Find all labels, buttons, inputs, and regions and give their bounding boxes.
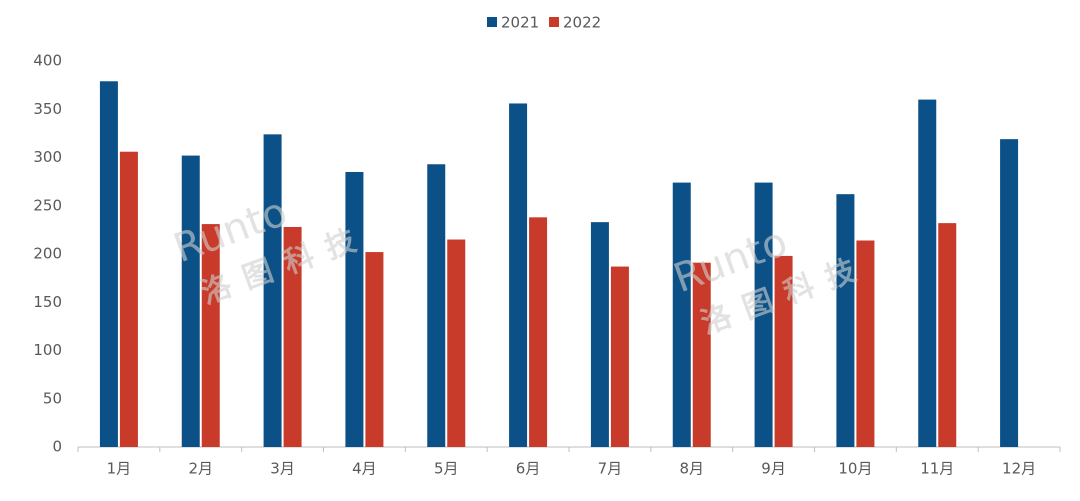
- bar: [1000, 139, 1019, 448]
- bar: [918, 99, 937, 447]
- y-tick-label: 150: [33, 293, 62, 311]
- bar: [345, 171, 364, 447]
- bar: [590, 222, 609, 447]
- y-tick-label: 100: [33, 341, 62, 359]
- bar: [856, 240, 875, 447]
- bar: [692, 262, 711, 447]
- x-tick-label: 2月: [188, 460, 213, 478]
- bar: [181, 155, 200, 447]
- y-tick-label: 200: [33, 245, 62, 263]
- bar: [283, 226, 302, 447]
- bar: [263, 134, 282, 447]
- bar: [754, 182, 773, 447]
- x-tick-label: 7月: [598, 460, 623, 478]
- legend-swatch: [549, 17, 559, 27]
- y-tick-label: 350: [33, 100, 62, 118]
- bar: [201, 224, 220, 447]
- x-tick-label: 4月: [352, 460, 377, 478]
- bar: [99, 81, 118, 447]
- y-tick-label: 250: [33, 196, 62, 214]
- x-tick-label: 3月: [270, 460, 295, 478]
- bar: [836, 194, 855, 447]
- y-tick-label: 0: [52, 438, 62, 456]
- x-tick-label: 6月: [516, 460, 541, 478]
- y-tick-label: 400: [33, 52, 62, 70]
- bar: [938, 223, 957, 447]
- y-tick-label: 50: [43, 389, 62, 407]
- legend-swatch: [487, 17, 497, 27]
- x-tick-label: 8月: [679, 460, 704, 478]
- bar: [529, 217, 548, 447]
- bar: [447, 239, 466, 447]
- y-tick-label: 300: [33, 148, 62, 166]
- bar: [427, 164, 446, 447]
- bar: [672, 182, 691, 447]
- x-tick-label: 11月: [920, 460, 954, 478]
- bar: [509, 103, 528, 448]
- bar: [365, 252, 384, 447]
- legend-label: 2022: [563, 14, 601, 32]
- bar: [610, 266, 629, 447]
- x-tick-label: 1月: [107, 460, 132, 478]
- bar: [119, 151, 138, 447]
- legend-label: 2021: [501, 14, 539, 32]
- x-tick-label: 5月: [434, 460, 459, 478]
- bar: [774, 255, 793, 447]
- x-tick-label: 10月: [838, 460, 872, 478]
- x-tick-label: 12月: [1002, 460, 1036, 478]
- x-tick-label: 9月: [761, 460, 786, 478]
